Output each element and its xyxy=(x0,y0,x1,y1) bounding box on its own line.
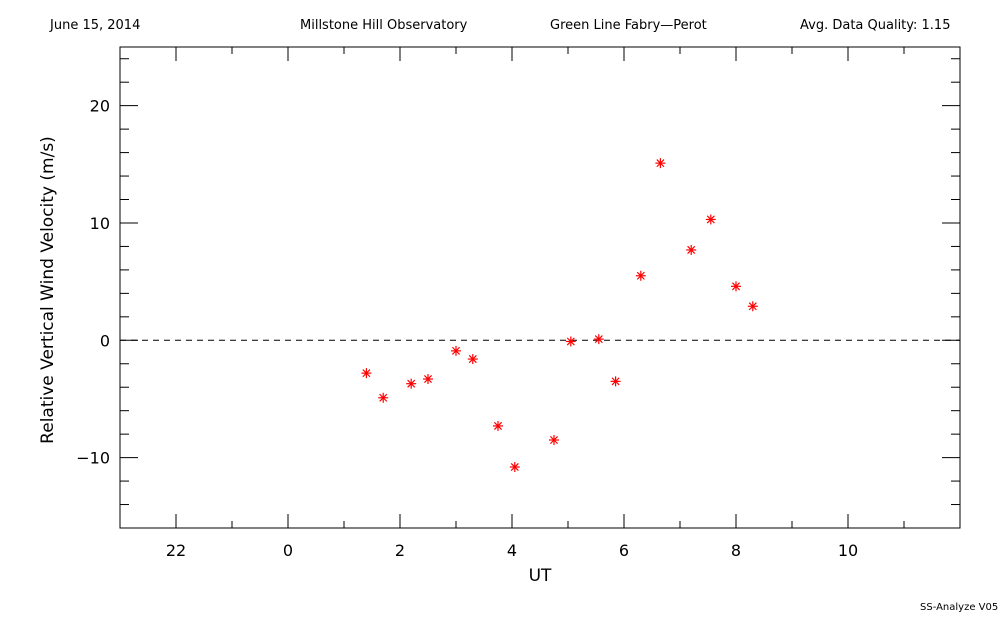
software-version: SS-Analyze V05 xyxy=(920,602,999,613)
axis-ticks xyxy=(120,47,960,528)
y-tick-label: 20 xyxy=(90,97,110,116)
plot-frame xyxy=(119,46,961,529)
data-point xyxy=(610,376,621,387)
data-point xyxy=(467,354,478,365)
data-points xyxy=(361,158,758,472)
y-tick-labels: −10 0 10 20 xyxy=(76,97,110,468)
x-tick-label: 22 xyxy=(166,541,186,560)
data-point xyxy=(565,336,576,347)
x-tick-label: 6 xyxy=(619,541,629,560)
header-data-quality: Avg. Data Quality: 1.15 xyxy=(800,18,951,33)
data-point xyxy=(509,461,520,472)
x-tick-label: 10 xyxy=(838,541,858,560)
data-point xyxy=(451,345,461,356)
header-instrument: Green Line Fabry—Perot xyxy=(550,18,707,33)
y-axis-label: Relative Vertical Wind Velocity (m/s) xyxy=(38,136,58,444)
data-point xyxy=(655,158,666,169)
y-tick-label: 10 xyxy=(90,214,110,233)
data-point xyxy=(378,392,389,403)
data-point xyxy=(747,301,758,312)
data-point xyxy=(731,281,741,292)
data-point xyxy=(686,244,697,255)
data-point xyxy=(493,420,503,431)
data-point xyxy=(549,435,559,446)
x-tick-label: 4 xyxy=(507,541,517,560)
data-point xyxy=(361,368,372,379)
data-point xyxy=(406,378,417,389)
header-observatory: Millstone Hill Observatory xyxy=(300,18,468,33)
header-date: June 15, 2014 xyxy=(50,18,141,33)
data-point xyxy=(635,270,646,281)
data-point xyxy=(423,374,433,385)
x-axis-label: UT xyxy=(529,566,552,586)
y-tick-label: 0 xyxy=(100,331,110,350)
x-tick-labels: 22 0 2 4 6 8 10 xyxy=(166,541,858,560)
data-point xyxy=(705,214,716,225)
data-point xyxy=(593,334,604,345)
y-tick-label: −10 xyxy=(76,449,110,468)
x-tick-label: 0 xyxy=(283,541,293,560)
x-tick-label: 8 xyxy=(731,541,741,560)
x-tick-label: 2 xyxy=(395,541,405,560)
